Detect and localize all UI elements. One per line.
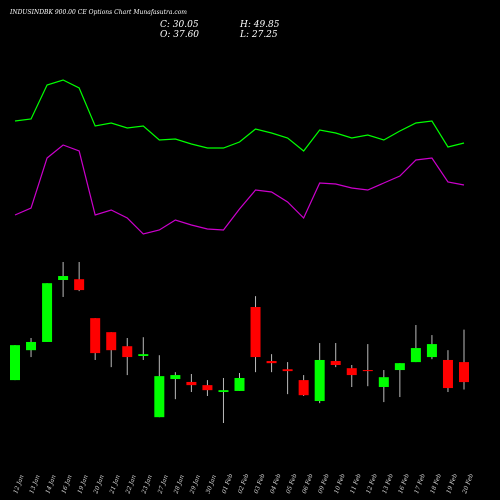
candle-body <box>346 368 357 376</box>
candle-body <box>138 354 149 357</box>
candle-body <box>58 276 69 281</box>
candle-body <box>154 376 165 418</box>
candle-body <box>42 283 53 342</box>
x-tick-label: 05 Feb <box>285 473 299 495</box>
stat-high: H: 49.85 <box>239 20 280 30</box>
candle-body <box>459 362 469 383</box>
candle-body <box>10 345 20 381</box>
x-tick-label: 23 Jan <box>140 474 154 496</box>
x-tick-label: 12 Feb <box>365 473 379 495</box>
x-tick-label: 20 Feb <box>461 473 475 496</box>
candle-body <box>410 348 421 363</box>
x-tick-label: 19 Jan <box>76 474 89 495</box>
x-tick-label: 09 Feb <box>317 473 331 495</box>
candle-body <box>442 359 453 389</box>
x-tick-label: 17 Feb <box>413 473 427 495</box>
x-tick-label: 03 Feb <box>253 473 267 495</box>
x-tick-label: 13 Jan <box>28 474 41 495</box>
x-tick-label: 04 Feb <box>269 473 283 495</box>
candle-body <box>170 375 181 380</box>
x-tick-label: 20 Jan <box>92 474 106 496</box>
candle-body <box>106 332 117 351</box>
candle-body <box>314 359 325 402</box>
candle-body <box>250 307 261 358</box>
candle-body <box>282 369 293 372</box>
x-tick-label: 27 Jan <box>156 474 170 496</box>
x-tick-label: 11 Feb <box>349 473 363 495</box>
candle-body <box>234 377 245 391</box>
candle-body <box>202 385 213 391</box>
x-tick-label: 21 Jan <box>108 474 122 496</box>
x-tick-label: 19 Feb <box>445 473 459 495</box>
stat-close: C: 30.05 <box>160 20 199 30</box>
candle-body <box>122 346 133 358</box>
x-tick-label: 28 Jan <box>172 474 186 496</box>
stat-low: L: 27.25 <box>239 30 278 40</box>
x-tick-label: 02 Feb <box>237 473 251 495</box>
x-tick-label: 18 Feb <box>429 473 443 495</box>
x-tick-label: 29 Jan <box>188 474 202 496</box>
x-tick-label: 06 Feb <box>301 473 315 495</box>
candle-body <box>266 361 277 364</box>
x-tick-label: 13 Feb <box>381 473 395 495</box>
x-tick-label: 22 Jan <box>124 474 138 496</box>
x-tick-label: 30 Jan <box>205 474 218 495</box>
candle-body <box>394 363 405 371</box>
candle-body <box>26 341 37 351</box>
x-tick-label: 16 Feb <box>397 473 411 495</box>
candle-body <box>186 381 197 386</box>
x-tick-label: 16 Jan <box>60 474 73 495</box>
candle-body <box>378 377 389 387</box>
candle-body <box>90 318 101 354</box>
candle-body <box>330 361 341 366</box>
indicator-line <box>14 144 465 235</box>
x-tick-label: 14 Jan <box>44 474 57 495</box>
candle-body <box>218 390 229 393</box>
candle-body <box>74 279 85 291</box>
x-tick-label: 01 Feb <box>221 473 235 495</box>
candle-body <box>298 380 309 396</box>
chart-title: INDUSINDBK 900.00 CE Options Chart Munaf… <box>9 9 187 16</box>
stat-open: O: 37.60 <box>160 30 199 40</box>
candle-body <box>362 370 373 372</box>
x-tick-label: 10 Feb <box>333 473 347 495</box>
indicator-line <box>14 79 465 152</box>
x-tick-label: 12 Jan <box>12 474 25 495</box>
candle-body <box>426 344 437 358</box>
